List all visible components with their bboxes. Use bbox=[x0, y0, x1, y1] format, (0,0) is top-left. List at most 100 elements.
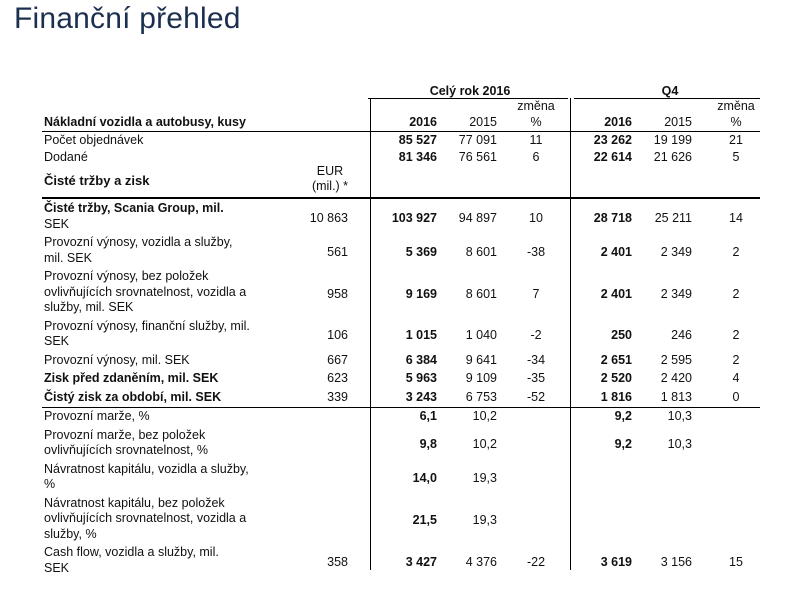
cell-q4-2015: 2 595 bbox=[660, 352, 692, 367]
cell-q4-2016: 2 520 bbox=[600, 371, 632, 385]
cell-q4-2016: 2 401 bbox=[600, 244, 632, 259]
col-divider-left bbox=[370, 98, 371, 570]
cell-q4-change: 15 bbox=[729, 554, 743, 569]
cell-fy2016: 14,0 bbox=[412, 471, 437, 486]
cell-q4-2015: 2 349 bbox=[660, 286, 692, 301]
row-label: Počet objednávek bbox=[44, 133, 144, 147]
row-label: služby, % bbox=[44, 526, 97, 541]
col-header-q4-change-line1: změna bbox=[717, 99, 755, 113]
row-label: mil. SEK bbox=[44, 250, 92, 265]
cell-fy-change: -38 bbox=[526, 244, 546, 259]
cell-fy2015: 10,2 bbox=[472, 437, 497, 452]
cell-fy2016: 5 963 bbox=[405, 371, 437, 385]
cell-q4-change: 2 bbox=[732, 286, 740, 301]
cell-fy2016: 81 346 bbox=[398, 150, 437, 164]
cell-fy2015: 9 109 bbox=[465, 371, 497, 385]
cell-fy2016: 21,5 bbox=[412, 513, 437, 527]
eur-header-line1: EUR bbox=[316, 164, 344, 178]
cell-eur: 106 bbox=[327, 328, 348, 343]
cell-fy2015: 1 040 bbox=[465, 328, 497, 343]
cell-q4-2015: 21 626 bbox=[653, 150, 692, 164]
cell-q4-2015: 10,3 bbox=[667, 437, 692, 452]
row-label: Provozní výnosy, bez položek bbox=[44, 269, 209, 283]
cell-fy2016: 1 015 bbox=[405, 328, 437, 343]
row-label: ovlivňujících srovnatelnost, % bbox=[44, 443, 208, 457]
cell-fy2016: 5 369 bbox=[405, 244, 437, 259]
cell-fy2015: 8 601 bbox=[465, 244, 497, 259]
cell-q4-2016: 23 262 bbox=[593, 133, 632, 147]
cell-q4-2015: 19 199 bbox=[653, 133, 692, 147]
row-label: Cash flow, vozidla a služby, mil. bbox=[44, 545, 219, 559]
cell-q4-2016: 1 816 bbox=[600, 389, 632, 404]
row-label: Návratnost kapitálu, bez položek bbox=[44, 495, 225, 510]
cell-q4-2016: 22 614 bbox=[593, 150, 632, 164]
row-label: % bbox=[44, 477, 56, 491]
row-label: SEK bbox=[44, 216, 70, 231]
cell-eur: 561 bbox=[327, 244, 348, 259]
cell-q4-2015: 246 bbox=[671, 328, 692, 343]
col-header-change-line2: % bbox=[530, 115, 542, 129]
cell-fy-change: -22 bbox=[526, 554, 546, 569]
cell-fy-change: 6 bbox=[532, 150, 540, 164]
cell-fy2015: 8 601 bbox=[465, 286, 497, 301]
cell-q4-2015: 2 420 bbox=[660, 371, 692, 385]
cell-fy2015: 19,3 bbox=[472, 471, 497, 486]
row-label: Provozní marže, % bbox=[44, 409, 150, 423]
section-rule bbox=[42, 197, 760, 199]
col-header-q4-2015: 2015 bbox=[664, 115, 692, 129]
cell-q4-2016: 250 bbox=[611, 328, 632, 343]
cell-fy2015: 4 376 bbox=[465, 554, 497, 569]
cell-q4-2015: 3 156 bbox=[660, 554, 692, 569]
cell-fy2015: 77 091 bbox=[458, 133, 497, 147]
row-label: služby, mil. SEK bbox=[44, 300, 134, 314]
row-label: Provozní výnosy, finanční služby, mil. bbox=[44, 318, 250, 333]
section-label-units: Nákladní vozidla a autobusy, kusy bbox=[44, 115, 246, 129]
cell-q4-change: 14 bbox=[729, 210, 743, 225]
cell-q4-change: 4 bbox=[732, 371, 740, 385]
header-bottom-rule bbox=[42, 131, 760, 132]
row-label: Zisk před zdaněním, mil. SEK bbox=[44, 371, 219, 385]
cell-q4-2016: 2 401 bbox=[600, 286, 632, 301]
row-label: Návratnost kapitálu, vozidla a služby, bbox=[44, 461, 249, 476]
cell-q4-change: 21 bbox=[729, 133, 743, 147]
row-label: Provozní marže, bez položek bbox=[44, 427, 206, 442]
cell-fy2016: 85 527 bbox=[398, 133, 437, 147]
row-label: Provozní výnosy, mil. SEK bbox=[44, 352, 190, 367]
cell-fy2015: 76 561 bbox=[458, 150, 497, 164]
cell-eur: 358 bbox=[327, 554, 348, 569]
cell-fy2015: 6 753 bbox=[465, 389, 497, 404]
cell-fy-change: 11 bbox=[529, 133, 543, 147]
section-label-finance: Čisté tržby a zisk bbox=[44, 173, 150, 188]
cell-fy2015: 10,2 bbox=[472, 409, 497, 423]
cell-q4-2015: 2 349 bbox=[660, 244, 692, 259]
header-full-year: Celý rok 2016 bbox=[429, 84, 511, 98]
cell-fy2016: 6,1 bbox=[419, 409, 437, 423]
cell-fy2016: 9 169 bbox=[405, 286, 437, 301]
cell-fy2016: 6 384 bbox=[405, 352, 437, 367]
cell-fy-change: -2 bbox=[530, 328, 542, 343]
cell-fy-change: -35 bbox=[526, 371, 546, 385]
cell-fy-change: 7 bbox=[532, 286, 540, 301]
cell-fy-change: -34 bbox=[526, 352, 546, 367]
cell-q4-change: 2 bbox=[732, 328, 740, 343]
col-header-2016: 2016 bbox=[409, 115, 437, 129]
cell-eur: 958 bbox=[327, 286, 348, 301]
row-label: Provozní výnosy, vozidla a služby, bbox=[44, 235, 233, 249]
cell-q4-change: 0 bbox=[732, 389, 740, 404]
cell-fy-change: 10 bbox=[529, 210, 543, 225]
col-header-q4-change-line2: % bbox=[730, 115, 742, 129]
cell-eur: 10 863 bbox=[309, 210, 348, 225]
row-label: SEK bbox=[44, 334, 70, 348]
row-label: ovlivňujících srovnatelnost, vozidla a bbox=[44, 511, 247, 525]
cell-q4-2015: 10,3 bbox=[667, 409, 692, 423]
row-label: Čistý zisk za období, mil. SEK bbox=[44, 389, 222, 404]
row-label: Čisté tržby, Scania Group, mil. bbox=[44, 201, 224, 215]
cell-q4-2015: 1 813 bbox=[660, 389, 692, 404]
header-q4: Q4 bbox=[661, 84, 679, 98]
row-label: Dodané bbox=[44, 150, 88, 164]
cell-q4-2015: 25 211 bbox=[654, 210, 692, 225]
cell-q4-2016: 9,2 bbox=[614, 437, 632, 452]
cell-fy2016: 103 927 bbox=[391, 210, 437, 225]
col-divider-mid bbox=[570, 98, 571, 570]
cell-fy2016: 3 243 bbox=[405, 389, 437, 404]
